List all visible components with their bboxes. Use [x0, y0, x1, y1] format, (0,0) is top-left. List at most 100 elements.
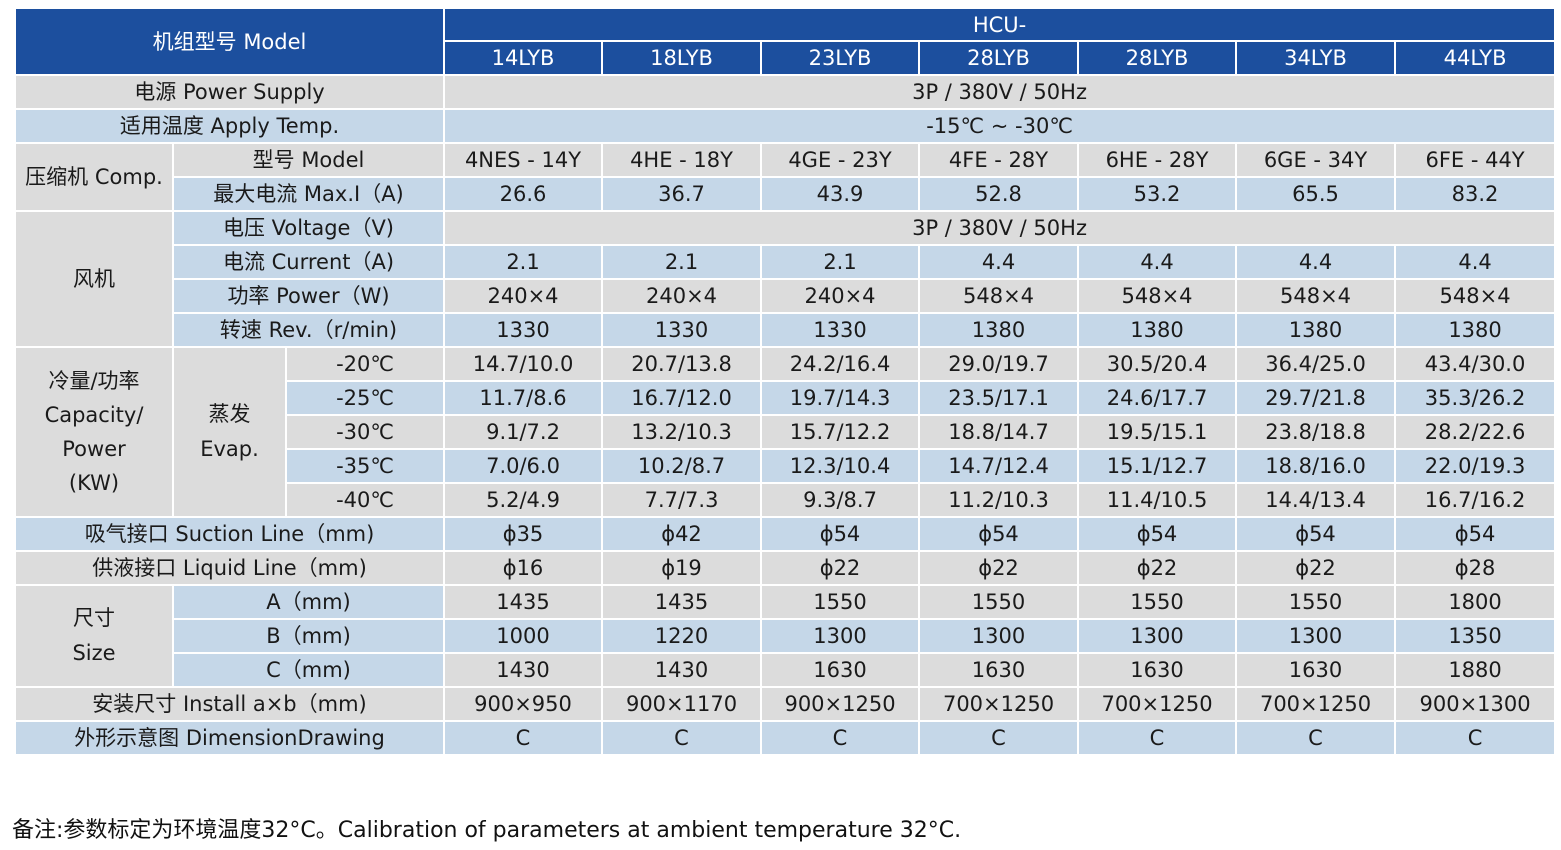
- table-cell: 4.4: [918, 244, 1080, 280]
- table-cell: ϕ54: [1235, 516, 1397, 552]
- model-col-2: 18LYB: [601, 40, 763, 76]
- compressor-group-label: 压缩机 Comp.: [14, 142, 174, 212]
- table-cell: 1220: [601, 618, 763, 654]
- table-cell: ϕ22: [760, 550, 921, 586]
- table-cell: 1435: [601, 584, 763, 620]
- table-row: 适用温度 Apply Temp. -15℃ ~ -30℃: [13, 108, 1557, 144]
- table-cell: 1380: [1077, 312, 1238, 348]
- table-cell: 240×4: [601, 278, 763, 314]
- table-row: 转速 Rev.（r/min) 1330 1330 1330 1380 1380 …: [15, 312, 1557, 348]
- table-cell: 23.8/18.8: [1235, 414, 1397, 450]
- table-cell: 240×4: [443, 278, 604, 314]
- table-cell: ϕ42: [601, 516, 763, 552]
- table-cell: 1800: [1394, 584, 1557, 620]
- table-cell: 1550: [1235, 584, 1397, 620]
- table-cell: ϕ54: [760, 516, 921, 552]
- size-group-label: 尺寸 Size: [14, 584, 174, 688]
- table-cell: 24.6/17.7: [1077, 380, 1238, 416]
- table-row: B（mm) 1000 1220 1300 1300 1300 1300 1350: [15, 618, 1557, 654]
- table-row: 电源 Power Supply 3P / 380V / 50Hz: [13, 74, 1557, 110]
- fan-group-label: 风机: [14, 210, 174, 348]
- table-cell: 53.2: [1077, 176, 1238, 212]
- table-cell: ϕ35: [443, 516, 604, 552]
- apply-temp-value: -15℃ ~ -30℃: [443, 108, 1557, 144]
- table-cell: 28.2/22.6: [1394, 414, 1557, 450]
- table-cell: 548×4: [918, 278, 1080, 314]
- table-cell: 10.2/8.7: [601, 448, 763, 484]
- table-cell: 36.4/25.0: [1235, 346, 1397, 382]
- capacity-group-label: 冷量/功率 Capacity/ Power (KW): [14, 346, 174, 518]
- table-cell: 9.3/8.7: [760, 482, 921, 518]
- table-cell: 1300: [918, 618, 1080, 654]
- table-cell: 29.7/21.8: [1235, 380, 1397, 416]
- table-cell: 11.4/10.5: [1077, 482, 1238, 518]
- table-cell: 18.8/16.0: [1235, 448, 1397, 484]
- table-cell: 1435: [443, 584, 604, 620]
- table-cell: 6FE - 44Y: [1394, 142, 1557, 178]
- table-cell: 548×4: [1394, 278, 1557, 314]
- table-cell: C: [1235, 720, 1397, 756]
- table-cell: 700×1250: [918, 686, 1080, 722]
- model-col-5: 28LYB: [1077, 40, 1238, 76]
- liquid-line-label: 供液接口 Liquid Line（mm): [13, 550, 446, 586]
- table-cell: 900×1300: [1394, 686, 1557, 722]
- table-cell: 1330: [760, 312, 921, 348]
- table-cell: 1630: [918, 652, 1080, 688]
- table-row: C（mm) 1430 1430 1630 1630 1630 1630 1880: [15, 652, 1557, 688]
- table-cell: 15.7/12.2: [760, 414, 921, 450]
- table-cell: C: [760, 720, 921, 756]
- model-col-3: 23LYB: [760, 40, 921, 76]
- table-row: -35℃ 7.0/6.0 10.2/8.7 12.3/10.4 14.7/12.…: [15, 448, 1557, 484]
- table-cell: 16.7/16.2: [1394, 482, 1557, 518]
- table-cell: 4.4: [1394, 244, 1557, 280]
- table-cell: 900×1170: [601, 686, 763, 722]
- table-cell: 548×4: [1077, 278, 1238, 314]
- table-cell: 16.7/12.0: [601, 380, 763, 416]
- table-cell: 1430: [443, 652, 604, 688]
- table-cell: 1550: [1077, 584, 1238, 620]
- table-cell: ϕ22: [918, 550, 1080, 586]
- table-cell: ϕ19: [601, 550, 763, 586]
- spec-table: 机组型号 Model HCU- 14LYB 18LYB 23LYB 28LYB …: [13, 7, 1557, 756]
- table-cell: 4.4: [1077, 244, 1238, 280]
- compressor-current-label: 最大电流 Max.I（A): [171, 176, 446, 212]
- table-cell: 11.2/10.3: [918, 482, 1080, 518]
- apply-temp-label: 适用温度 Apply Temp.: [13, 108, 446, 144]
- table-cell: 548×4: [1235, 278, 1397, 314]
- table-cell: ϕ54: [1394, 516, 1557, 552]
- table-cell: 900×950: [443, 686, 604, 722]
- table-cell: 83.2: [1394, 176, 1557, 212]
- capacity-temp: -20℃: [284, 346, 446, 382]
- size-row-label: A（mm): [171, 584, 446, 620]
- table-cell: 1380: [1394, 312, 1557, 348]
- size-row-label: B（mm): [171, 618, 446, 654]
- table-cell: 9.1/7.2: [443, 414, 604, 450]
- table-cell: 2.1: [760, 244, 921, 280]
- table-cell: 1630: [1077, 652, 1238, 688]
- capacity-temp: -30℃: [284, 414, 446, 450]
- table-row: 最大电流 Max.I（A) 26.6 36.7 43.9 52.8 53.2 6…: [15, 176, 1557, 212]
- table-row: 安装尺寸 Install a×b（mm) 900×950 900×1170 90…: [13, 686, 1557, 722]
- table-cell: 30.5/20.4: [1077, 346, 1238, 382]
- model-header-label: 机组型号 Model: [13, 7, 446, 76]
- table-cell: 7.7/7.3: [601, 482, 763, 518]
- table-cell: 240×4: [760, 278, 921, 314]
- table-cell: 14.7/10.0: [443, 346, 604, 382]
- model-col-6: 34LYB: [1235, 40, 1397, 76]
- table-cell: 23.5/17.1: [918, 380, 1080, 416]
- table-cell: 7.0/6.0: [443, 448, 604, 484]
- table-cell: C: [1077, 720, 1238, 756]
- table-cell: 2.1: [601, 244, 763, 280]
- table-cell: 1330: [443, 312, 604, 348]
- table-row: 外形示意图 DimensionDrawing C C C C C C C: [13, 720, 1557, 756]
- table-row: 压缩机 Comp. 型号 Model 4NES - 14Y 4HE - 18Y …: [14, 142, 1557, 212]
- capacity-temp: -25℃: [284, 380, 446, 416]
- table-cell: 700×1250: [1077, 686, 1238, 722]
- table-cell: 700×1250: [1235, 686, 1397, 722]
- table-cell: 5.2/4.9: [443, 482, 604, 518]
- footnote: 备注:参数标定为环境温度32°C。Calibration of paramete…: [12, 818, 962, 843]
- model-col-4: 28LYB: [918, 40, 1080, 76]
- table-cell: C: [601, 720, 763, 756]
- table-row: -25℃ 11.7/8.6 16.7/12.0 19.7/14.3 23.5/1…: [15, 380, 1557, 416]
- table-row: 冷量/功率 Capacity/ Power (KW) 蒸发 Evap. -20℃…: [14, 346, 1557, 518]
